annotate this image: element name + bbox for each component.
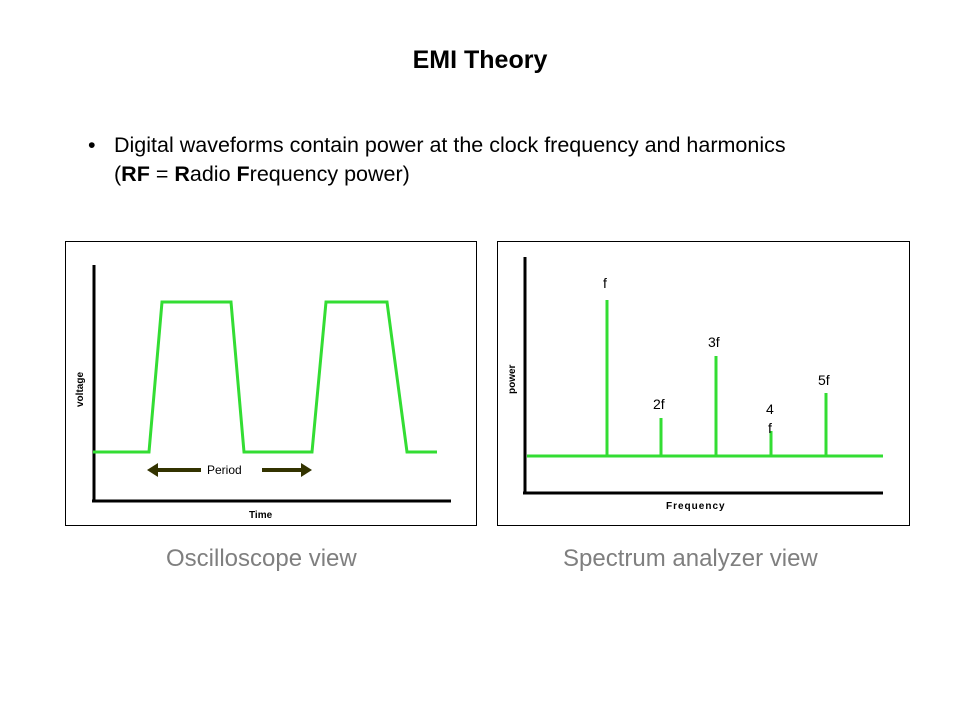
oscilloscope-panel: Period Time voltage [65, 241, 477, 526]
slide-title: EMI Theory [412, 46, 548, 74]
bullet-marker: • [88, 133, 96, 157]
square-wave-trace [93, 300, 437, 454]
x-axis-label: Frequency [666, 501, 726, 512]
x-axis-label: Time [249, 510, 273, 521]
bullet-line-1: Digital waveforms contain power at the c… [114, 133, 786, 157]
period-label: Period [207, 463, 242, 477]
peak-label-f: f [603, 275, 607, 291]
spectrum-panel: f 2f 3f 4 f 5f Frequency power [497, 241, 910, 526]
peak-label-4f-f: f [768, 420, 772, 436]
peak-label-2f: 2f [653, 396, 665, 412]
peak-label-3f: 3f [708, 334, 720, 350]
y-axis-label: voltage [75, 372, 86, 407]
oscilloscope-caption: Oscilloscope view [166, 545, 357, 572]
spectrum-diagram: f 2f 3f 4 f 5f Frequency power [507, 257, 883, 512]
spectrum-caption: Spectrum analyzer view [563, 545, 818, 572]
peak-label-5f: 5f [818, 372, 830, 388]
peak-label-4f-digit: 4 [766, 401, 774, 417]
y-axis-label: power [507, 364, 518, 394]
period-arrow [147, 463, 312, 477]
bullet-line-2: (RF = Radio Frequency power) [114, 162, 410, 186]
oscilloscope-diagram: Period Time voltage [75, 265, 451, 521]
